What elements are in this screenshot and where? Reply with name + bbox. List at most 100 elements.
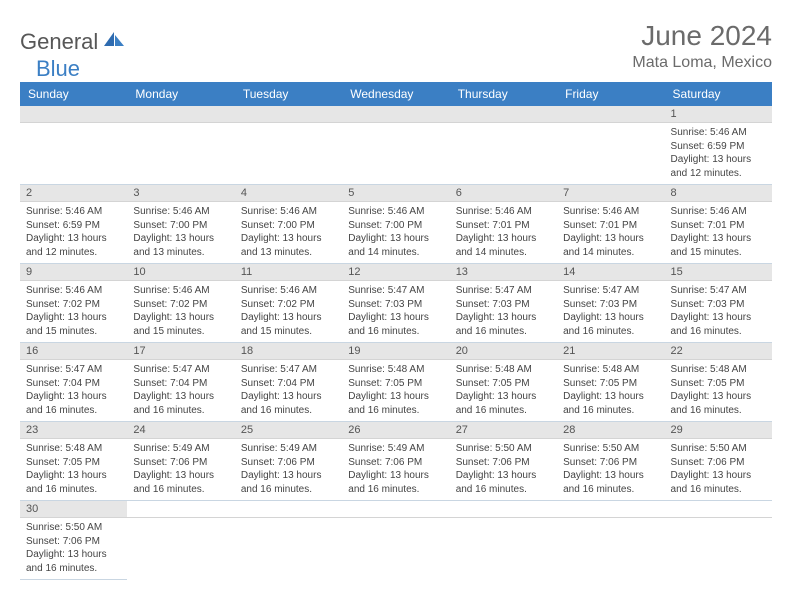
- sunset-text: Sunset: 7:03 PM: [348, 298, 443, 312]
- daylight-text: Daylight: 13 hours and 16 minutes.: [671, 311, 766, 338]
- sunrise-text: Sunrise: 5:48 AM: [563, 363, 658, 377]
- day-body: Sunrise: 5:47 AMSunset: 7:04 PMDaylight:…: [20, 360, 127, 421]
- calendar-cell: [557, 501, 664, 580]
- daylight-text: Daylight: 13 hours and 16 minutes.: [456, 311, 551, 338]
- day-body: Sunrise: 5:46 AMSunset: 7:02 PMDaylight:…: [127, 281, 234, 342]
- day-body: Sunrise: 5:46 AMSunset: 7:02 PMDaylight:…: [20, 281, 127, 342]
- sunset-text: Sunset: 7:00 PM: [348, 219, 443, 233]
- sunset-text: Sunset: 7:06 PM: [671, 456, 766, 470]
- day-number: 1: [665, 106, 772, 123]
- sunset-text: Sunset: 7:00 PM: [133, 219, 228, 233]
- calendar-cell: [235, 501, 342, 580]
- sunrise-text: Sunrise: 5:46 AM: [348, 205, 443, 219]
- day-body: Sunrise: 5:47 AMSunset: 7:04 PMDaylight:…: [127, 360, 234, 421]
- weekday-header: Friday: [557, 82, 664, 106]
- sunrise-text: Sunrise: 5:48 AM: [348, 363, 443, 377]
- day-number: 23: [20, 422, 127, 439]
- title-block: June 2024 Mata Loma, Mexico: [632, 20, 772, 72]
- day-body: Sunrise: 5:46 AMSunset: 7:01 PMDaylight:…: [450, 202, 557, 263]
- daylight-text: Daylight: 13 hours and 16 minutes.: [456, 469, 551, 496]
- weekday-header: Monday: [127, 82, 234, 106]
- sunset-text: Sunset: 7:06 PM: [348, 456, 443, 470]
- daylight-text: Daylight: 13 hours and 16 minutes.: [348, 390, 443, 417]
- daylight-text: Daylight: 13 hours and 15 minutes.: [26, 311, 121, 338]
- day-number: 25: [235, 422, 342, 439]
- daylight-text: Daylight: 13 hours and 16 minutes.: [133, 469, 228, 496]
- calendar-cell: 11Sunrise: 5:46 AMSunset: 7:02 PMDayligh…: [235, 264, 342, 343]
- calendar-cell: 14Sunrise: 5:47 AMSunset: 7:03 PMDayligh…: [557, 264, 664, 343]
- day-body: [235, 123, 342, 130]
- sunrise-text: Sunrise: 5:47 AM: [26, 363, 121, 377]
- daylight-text: Daylight: 13 hours and 16 minutes.: [671, 469, 766, 496]
- day-body: [342, 123, 449, 130]
- day-number: 22: [665, 343, 772, 360]
- calendar-cell: 16Sunrise: 5:47 AMSunset: 7:04 PMDayligh…: [20, 343, 127, 422]
- day-body: Sunrise: 5:46 AMSunset: 7:01 PMDaylight:…: [557, 202, 664, 263]
- day-number: 4: [235, 185, 342, 202]
- sunrise-text: Sunrise: 5:46 AM: [26, 205, 121, 219]
- day-body: Sunrise: 5:49 AMSunset: 7:06 PMDaylight:…: [342, 439, 449, 500]
- daylight-text: Daylight: 13 hours and 16 minutes.: [563, 469, 658, 496]
- calendar-cell: [127, 501, 234, 580]
- calendar-cell: [557, 106, 664, 185]
- day-number: 11: [235, 264, 342, 281]
- calendar-cell: 25Sunrise: 5:49 AMSunset: 7:06 PMDayligh…: [235, 422, 342, 501]
- sunrise-text: Sunrise: 5:47 AM: [563, 284, 658, 298]
- day-number: 27: [450, 422, 557, 439]
- calendar-cell: 2Sunrise: 5:46 AMSunset: 6:59 PMDaylight…: [20, 185, 127, 264]
- day-number: 5: [342, 185, 449, 202]
- daylight-text: Daylight: 13 hours and 16 minutes.: [26, 390, 121, 417]
- daylight-text: Daylight: 13 hours and 15 minutes.: [671, 232, 766, 259]
- weekday-header: Tuesday: [235, 82, 342, 106]
- day-number: 10: [127, 264, 234, 281]
- daylight-text: Daylight: 13 hours and 16 minutes.: [456, 390, 551, 417]
- calendar-cell: 19Sunrise: 5:48 AMSunset: 7:05 PMDayligh…: [342, 343, 449, 422]
- day-body: Sunrise: 5:50 AMSunset: 7:06 PMDaylight:…: [557, 439, 664, 500]
- calendar-cell: [127, 106, 234, 185]
- calendar-cell: 27 Sunrise: 5:50 AMSunset: 7:06 PMDayligh…: [450, 422, 557, 501]
- sunrise-text: Sunrise: 5:49 AM: [133, 442, 228, 456]
- brand-part1: General: [20, 31, 98, 53]
- day-number: [450, 501, 557, 518]
- day-number: 26: [342, 422, 449, 439]
- calendar-header-row: SundayMondayTuesdayWednesdayThursdayFrid…: [20, 82, 772, 106]
- sunset-text: Sunset: 7:01 PM: [456, 219, 551, 233]
- daylight-text: Daylight: 13 hours and 16 minutes.: [563, 311, 658, 338]
- day-number: 21: [557, 343, 664, 360]
- brand-part2: Blue: [36, 56, 80, 81]
- sunrise-text: Sunrise: 5:49 AM: [348, 442, 443, 456]
- daylight-text: Daylight: 13 hours and 14 minutes.: [348, 232, 443, 259]
- day-number: [20, 106, 127, 123]
- day-number: 20: [450, 343, 557, 360]
- day-body: Sunrise: 5:49 AMSunset: 7:06 PMDaylight:…: [127, 439, 234, 500]
- sunset-text: Sunset: 7:01 PM: [563, 219, 658, 233]
- weekday-header: Saturday: [665, 82, 772, 106]
- day-number: 8: [665, 185, 772, 202]
- location-label: Mata Loma, Mexico: [632, 54, 772, 72]
- day-body: Sunrise: 5:47 AMSunset: 7:03 PMDaylight:…: [342, 281, 449, 342]
- calendar-cell: [450, 501, 557, 580]
- calendar-cell: [342, 106, 449, 185]
- daylight-text: Daylight: 13 hours and 12 minutes.: [671, 153, 766, 180]
- calendar-cell: [235, 106, 342, 185]
- sunset-text: Sunset: 7:00 PM: [241, 219, 336, 233]
- day-number: [235, 106, 342, 123]
- daylight-text: Daylight: 13 hours and 16 minutes.: [671, 390, 766, 417]
- sunset-text: Sunset: 7:06 PM: [456, 456, 551, 470]
- day-body: [557, 518, 664, 525]
- day-number: 30: [20, 501, 127, 518]
- sunrise-text: Sunrise: 5:50 AM: [456, 442, 551, 456]
- day-body: Sunrise: 5:46 AMSunset: 6:59 PMDaylight:…: [665, 123, 772, 184]
- calendar-cell: [450, 106, 557, 185]
- daylight-text: Daylight: 13 hours and 12 minutes.: [26, 232, 121, 259]
- day-number: [127, 106, 234, 123]
- calendar-cell: 10Sunrise: 5:46 AMSunset: 7:02 PMDayligh…: [127, 264, 234, 343]
- calendar-cell: 30Sunrise: 5:50 AMSunset: 7:06 PMDayligh…: [20, 501, 127, 580]
- calendar-cell: [342, 501, 449, 580]
- month-title: June 2024: [632, 20, 772, 52]
- sunrise-text: Sunrise: 5:46 AM: [26, 284, 121, 298]
- calendar-cell: 29Sunrise: 5:50 AMSunset: 7:06 PMDayligh…: [665, 422, 772, 501]
- day-number: 24: [127, 422, 234, 439]
- calendar-week: 23Sunrise: 5:48 AMSunset: 7:05 PMDayligh…: [20, 422, 772, 501]
- day-number: 18: [235, 343, 342, 360]
